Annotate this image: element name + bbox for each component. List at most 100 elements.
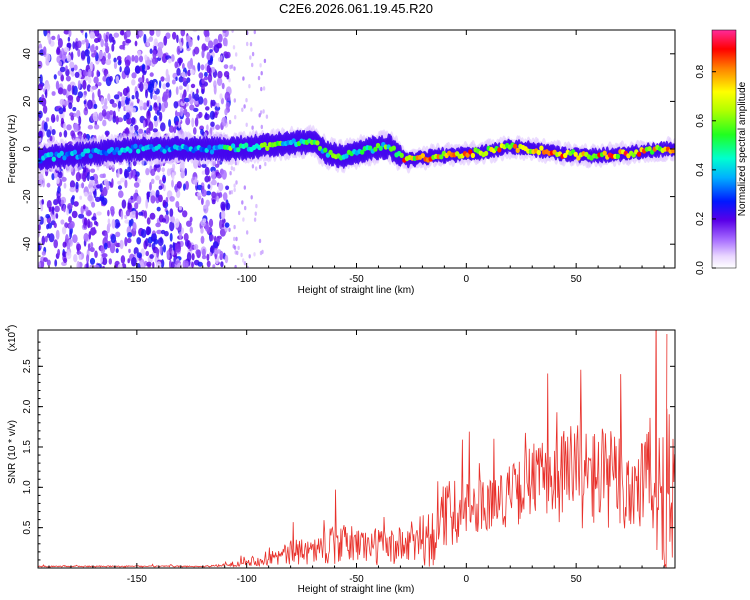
spectrogram-cell: [169, 232, 173, 242]
spectrogram-cell: [183, 233, 189, 242]
spectrogram-y-axis: -40 -20 0 20 40: [22, 29, 675, 269]
spectrogram-cell: [182, 80, 188, 87]
spectrogram-cell: [101, 253, 108, 258]
spectrogram-cell: [211, 199, 216, 205]
spectrogram-cell: [45, 88, 48, 99]
spectrogram-peak: [420, 153, 425, 159]
spectrogram-cell: [219, 93, 223, 100]
spectrogram-cell: [197, 261, 203, 267]
spectrogram-cell: [141, 63, 146, 71]
spectrogram-cell: [104, 231, 108, 241]
spectrogram-cell: [38, 214, 41, 224]
spectrogram-cell: [57, 87, 64, 95]
spectrogram-cell: [243, 104, 246, 109]
spectrogram-cell: [216, 195, 219, 203]
spectrogram-peak: [59, 150, 64, 156]
spectrogram-cell: [190, 83, 196, 89]
spectrogram-cell: [228, 78, 231, 83]
spectrogram-cell: [95, 196, 101, 202]
spectrogram-peak: [136, 148, 141, 154]
spectrogram-cell: [125, 104, 131, 113]
spectrogram-cell: [168, 125, 175, 133]
spectrogram-cell: [89, 257, 96, 265]
spectrogram-cell: [185, 111, 190, 118]
spectrogram-cell: [42, 105, 48, 114]
spectrogram-peak: [80, 151, 86, 157]
spectrogram-cell: [171, 249, 175, 256]
spectrogram-cell: [182, 77, 187, 83]
spectrogram-cell: [166, 168, 171, 177]
spectrogram-cell: [259, 250, 263, 256]
spectrogram-cell: [125, 112, 130, 120]
spectrogram-peak: [85, 148, 91, 154]
spectrogram-cell: [61, 226, 67, 235]
spectrogram-cell: [60, 199, 65, 205]
spectrogram-cell: [222, 30, 227, 34]
spectrogram-cell: [255, 203, 258, 209]
spectrogram-cell: [73, 254, 78, 263]
spectrogram-cell: [86, 55, 91, 65]
spectrogram-cell: [161, 167, 165, 173]
spectrogram-cell: [176, 34, 179, 44]
x-tick-label: 50: [571, 574, 583, 585]
spectrogram-cell: [60, 117, 64, 125]
spectrogram-cell: [117, 91, 121, 96]
snr-y-label: SNR (10 * v/v): [7, 420, 18, 484]
spectrogram-cell: [203, 76, 209, 81]
spectrogram-cell: [137, 50, 142, 57]
chart-title: C2E6.2026.061.19.45.R20: [279, 1, 433, 16]
spectrogram-cell: [149, 72, 154, 77]
spectrogram-cell: [51, 91, 56, 96]
spectrogram-cell: [78, 253, 82, 261]
spectrogram-cell: [41, 199, 44, 205]
spectrogram-cell: [203, 97, 208, 106]
spectrogram-cell: [72, 107, 77, 112]
spectrogram-peak: [51, 156, 56, 162]
spectrogram-cell: [53, 239, 58, 249]
spectrogram-cell: [244, 205, 247, 211]
spectrogram-cell: [136, 237, 142, 245]
spectrogram-cell: [145, 250, 149, 257]
spectrogram-cell: [257, 75, 261, 81]
spectrogram-peak: [133, 143, 138, 149]
spectrogram-cell: [89, 264, 95, 268]
spectrogram-peak: [236, 147, 241, 153]
spectrogram-cell: [57, 196, 61, 205]
spectrogram-cell: [115, 231, 121, 238]
spectrogram-cell: [235, 52, 238, 57]
spectrogram-cell: [59, 131, 62, 138]
x-tick-label: -150: [127, 274, 147, 285]
spectrogram-cell: [68, 223, 74, 229]
spectrogram-cell: [45, 214, 51, 219]
spectrogram-peak: [439, 154, 444, 160]
x-tick-label: 0: [464, 574, 470, 585]
spectrogram-cell: [229, 171, 232, 176]
spectrogram-cell: [98, 50, 103, 60]
x-tick-label: 0: [464, 274, 470, 285]
spectrogram-cell: [120, 177, 126, 183]
spectrogram-cell: [109, 99, 115, 105]
spectrogram-cell: [44, 82, 51, 92]
spectrogram-cell: [93, 124, 100, 130]
spectrogram-cell: [112, 110, 116, 120]
spectrogram-cell: [188, 38, 193, 48]
spectrogram-cell: [51, 173, 55, 181]
spectrogram-cell: [93, 188, 97, 199]
spectrogram-cell: [145, 198, 149, 209]
spectrogram-cell: [200, 64, 205, 71]
spectrogram-cell: [124, 214, 128, 220]
spectrogram-cell: [212, 112, 215, 120]
spectrogram-cell: [241, 107, 244, 113]
spectrogram-cell: [171, 179, 174, 188]
spectrogram-cell: [180, 170, 185, 179]
spectrogram-cell: [102, 173, 106, 178]
spectrogram-cell: [69, 230, 72, 239]
y-tick-label: 0.5: [22, 520, 33, 534]
spectrogram-marks: [38, 30, 675, 268]
spectrogram-cell: [228, 190, 232, 195]
spectrogram-cell: [208, 67, 212, 77]
spectrogram-cell: [95, 45, 99, 51]
spectrogram-cell: [94, 220, 98, 226]
spectrogram-cell: [76, 95, 80, 103]
spectrogram-cell: [226, 202, 231, 211]
